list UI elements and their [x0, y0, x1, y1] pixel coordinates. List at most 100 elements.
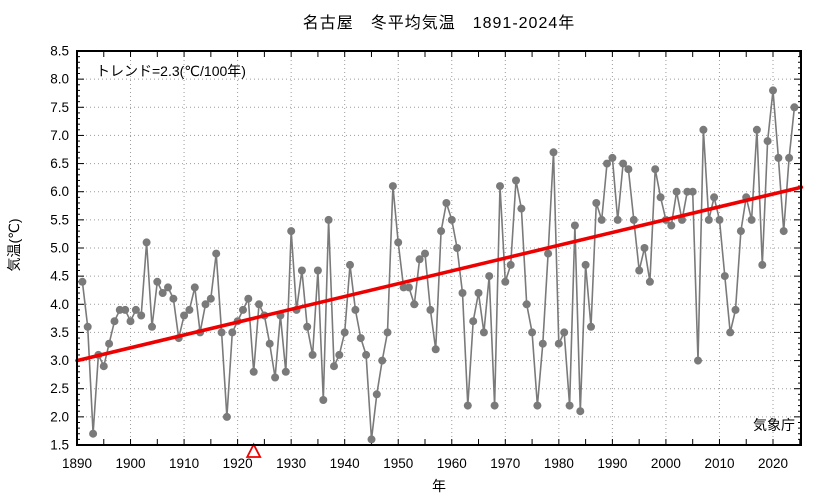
x-tick-label: 2000	[651, 456, 681, 471]
data-point	[576, 407, 585, 416]
data-point	[538, 339, 547, 348]
y-tick-label: 2.0	[50, 409, 69, 424]
data-point	[672, 187, 681, 196]
data-point	[769, 86, 777, 95]
data-point	[570, 221, 579, 230]
data-point	[785, 153, 794, 162]
data-point	[554, 339, 563, 348]
data-point	[265, 339, 274, 348]
y-tick-label: 6.5	[50, 156, 69, 171]
x-tick-label: 1930	[276, 456, 306, 471]
x-tick-label: 1920	[223, 456, 253, 471]
data-point	[528, 328, 537, 337]
y-tick-label: 7.5	[50, 100, 69, 115]
data-point	[431, 345, 440, 354]
data-point	[747, 215, 756, 224]
data-point	[346, 260, 354, 269]
data-point	[340, 328, 349, 337]
data-point	[522, 300, 531, 309]
x-tick-label: 1980	[544, 456, 574, 471]
data-point	[720, 272, 729, 281]
data-point	[388, 182, 397, 191]
data-point	[110, 317, 119, 326]
data-point	[255, 300, 263, 309]
data-point	[517, 204, 526, 213]
data-point	[715, 215, 724, 224]
data-point	[131, 305, 140, 314]
data-point	[587, 322, 595, 331]
data-point	[249, 367, 258, 376]
data-point	[164, 283, 172, 292]
data-point	[549, 148, 558, 157]
x-tick-label: 2020	[758, 456, 788, 471]
data-point	[201, 300, 210, 309]
data-point	[287, 227, 296, 236]
data-point	[121, 305, 130, 314]
data-point	[89, 429, 98, 438]
data-point	[394, 238, 403, 247]
data-point	[190, 283, 199, 292]
data-point	[763, 137, 772, 146]
data-point	[581, 260, 590, 269]
data-point	[244, 294, 253, 303]
data-point	[463, 401, 472, 410]
data-point	[308, 350, 317, 359]
data-point	[758, 260, 767, 269]
data-point	[613, 215, 622, 224]
x-tick-label: 1970	[490, 456, 520, 471]
data-point	[592, 199, 601, 207]
data-point	[281, 367, 290, 376]
data-point	[217, 328, 226, 337]
y-tick-label: 1.5	[50, 438, 69, 453]
data-point	[404, 283, 413, 292]
data-point	[426, 305, 435, 314]
series-line	[81, 89, 796, 441]
data-point	[180, 311, 189, 320]
trend-annotation: トレンド=2.3(℃/100年)	[96, 63, 246, 79]
data-point	[222, 412, 231, 421]
y-tick-label: 8.0	[50, 72, 69, 87]
data-point	[78, 277, 87, 286]
x-tick-label: 1900	[116, 456, 146, 471]
data-point	[169, 294, 178, 303]
x-tick-label: 1940	[330, 456, 360, 471]
data-point	[506, 260, 515, 269]
y-tick-label: 4.5	[50, 269, 69, 284]
data-point	[597, 215, 606, 224]
data-point	[640, 244, 649, 252]
y-tick-label: 3.5	[50, 325, 69, 340]
data-point	[790, 103, 799, 112]
data-point	[383, 328, 392, 337]
y-tick-label: 4.0	[50, 297, 69, 312]
x-tick-label: 1890	[62, 456, 92, 471]
data-point	[533, 401, 542, 410]
data-point	[447, 215, 456, 224]
data-point	[367, 435, 376, 444]
data-point	[228, 328, 237, 337]
chart-title: 名古屋 冬平均気温 1891-2024年	[302, 15, 576, 32]
data-point	[779, 227, 788, 236]
data-point	[565, 401, 574, 410]
data-point	[83, 322, 92, 331]
data-point	[126, 317, 135, 326]
station-move-triangle-icon	[245, 442, 262, 458]
data-point	[474, 289, 483, 297]
data-point	[699, 125, 708, 134]
data-point	[99, 362, 108, 371]
data-point	[105, 339, 114, 348]
data-point	[442, 199, 451, 207]
data-point	[421, 249, 429, 258]
data-point	[330, 362, 338, 371]
data-point	[313, 266, 322, 275]
data-point	[153, 277, 162, 286]
data-point	[608, 153, 617, 162]
data-point	[710, 193, 719, 202]
y-tick-label: 7.0	[50, 128, 69, 143]
data-point	[635, 266, 644, 275]
agency-credit: 気象庁	[753, 417, 795, 433]
data-point	[667, 221, 676, 230]
data-point	[137, 311, 146, 320]
data-point	[356, 334, 365, 343]
